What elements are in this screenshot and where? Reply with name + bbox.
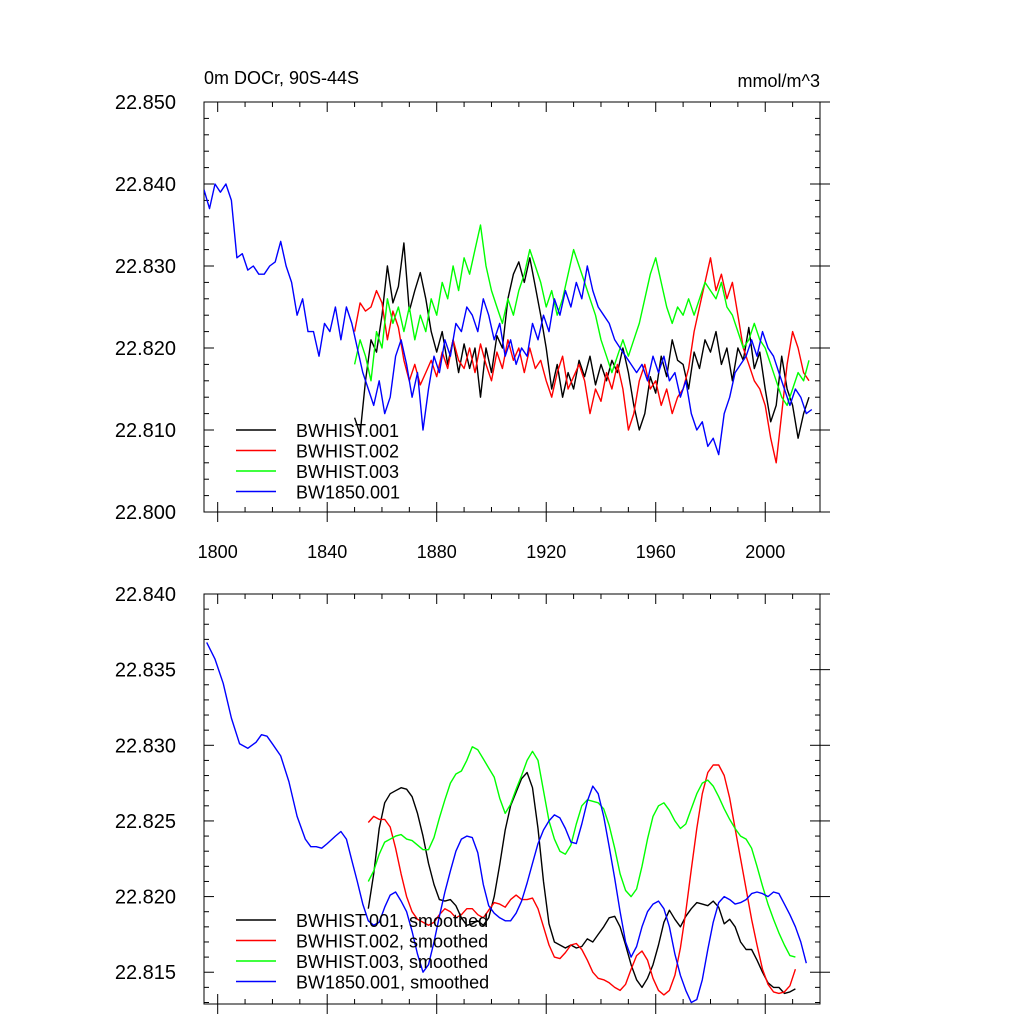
x-tick-label: 2000 bbox=[745, 542, 785, 562]
y-tick-label: 22.840 bbox=[115, 174, 176, 196]
x-tick-label: 1840 bbox=[307, 542, 347, 562]
x-tick-label: 1880 bbox=[417, 542, 457, 562]
x-tick-label: 1920 bbox=[526, 542, 566, 562]
legend-label: BWHIST.002 bbox=[296, 442, 399, 462]
y-tick-label: 22.820 bbox=[115, 338, 176, 360]
series-line-3 bbox=[353, 224, 810, 407]
legend-label: BWHIST.001, smoothed bbox=[296, 911, 488, 931]
top-panel: 0m DOCr, 90S-44S mmol/m^3 1800 1840 1880 19… bbox=[115, 68, 830, 562]
series-line-4 bbox=[204, 183, 813, 456]
legend-label: BWHIST.003, smoothed bbox=[296, 952, 488, 972]
top-units: mmol/m^3 bbox=[738, 71, 820, 91]
plot-frame bbox=[203, 101, 821, 513]
y-tick-label: 22.810 bbox=[115, 420, 176, 442]
legend-label: BW1850.001, smoothed bbox=[296, 973, 489, 993]
legend-label: BWHIST.003 bbox=[296, 462, 399, 482]
y-tick-label: 22.815 bbox=[115, 962, 176, 984]
x-tick-label: 1800 bbox=[198, 542, 238, 562]
y-tick-label: 22.835 bbox=[115, 660, 176, 682]
top-title: 0m DOCr, 90S-44S bbox=[204, 68, 359, 88]
plot-frame bbox=[203, 593, 821, 1005]
bottom-panel: 22.815 22.820 22.825 22.830 22.835 22.840 BWHI… bbox=[115, 584, 830, 1014]
y-tick-label: 22.850 bbox=[115, 92, 176, 114]
series-line-3 bbox=[367, 746, 796, 958]
x-tick-label: 1960 bbox=[636, 542, 676, 562]
legend-label: BW1850.001 bbox=[296, 483, 400, 503]
y-tick-label: 22.800 bbox=[115, 502, 176, 524]
series-line-1 bbox=[353, 242, 810, 439]
series-line-4 bbox=[206, 642, 807, 1004]
y-tick-label: 22.820 bbox=[115, 887, 176, 909]
legend-label: BWHIST.001 bbox=[296, 421, 399, 441]
series-line-1 bbox=[367, 771, 796, 995]
y-tick-label: 22.830 bbox=[115, 735, 176, 757]
y-tick-label: 22.840 bbox=[115, 584, 176, 606]
legend-label: BWHIST.002, smoothed bbox=[296, 932, 488, 952]
y-tick-label: 22.830 bbox=[115, 256, 176, 278]
series-line-2 bbox=[353, 257, 810, 464]
y-tick-label: 22.825 bbox=[115, 811, 176, 833]
